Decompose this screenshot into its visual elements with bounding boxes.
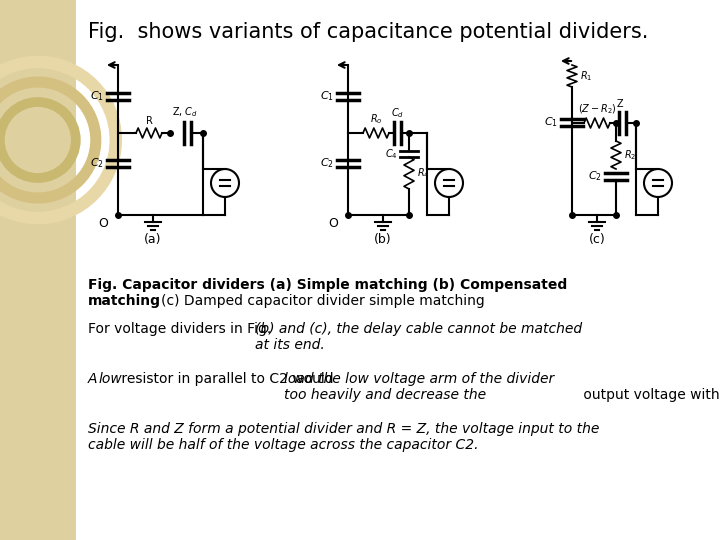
Text: A: A	[88, 372, 102, 386]
Text: $(Z-R_2)$: $(Z-R_2)$	[577, 103, 616, 116]
Text: O: O	[98, 217, 108, 230]
Text: (b) and (c), the delay cable cannot be matched
at its end.: (b) and (c), the delay cable cannot be m…	[255, 322, 582, 352]
Bar	[76, 0, 720, 540]
Text: matching: matching	[88, 294, 161, 308]
Text: $C_2$: $C_2$	[588, 170, 602, 184]
Text: $C_2$: $C_2$	[320, 157, 334, 171]
Text: R: R	[145, 116, 153, 126]
Text: $C_2$: $C_2$	[90, 157, 104, 171]
Text: $C_1$: $C_1$	[90, 90, 104, 103]
Text: $C_d$: $C_d$	[391, 106, 404, 120]
Text: $R_1$: $R_1$	[580, 69, 593, 83]
Text: (b): (b)	[374, 233, 392, 246]
Text: (c) Damped capacitor divider simple matching: (c) Damped capacitor divider simple matc…	[161, 294, 485, 308]
Bar	[0, 0, 76, 540]
Text: (c): (c)	[589, 233, 606, 246]
Text: $R_4$: $R_4$	[417, 166, 430, 180]
Text: load the low voltage arm of the divider
too heavily and decrease the: load the low voltage arm of the divider …	[284, 372, 554, 402]
Text: O: O	[328, 217, 338, 230]
Text: $C_1$: $C_1$	[544, 116, 558, 130]
Text: Fig.  shows variants of capacitance potential dividers.: Fig. shows variants of capacitance poten…	[88, 22, 648, 42]
Text: $R_o$: $R_o$	[369, 112, 382, 126]
Text: $R_2$: $R_2$	[624, 148, 636, 162]
Text: Z, $C_d$: Z, $C_d$	[172, 105, 198, 119]
Text: (a): (a)	[144, 233, 162, 246]
Text: Z: Z	[617, 99, 624, 109]
Text: low: low	[99, 372, 122, 386]
Text: output voltage with time.: output voltage with time.	[579, 388, 720, 402]
Text: For voltage dividers in Fig.: For voltage dividers in Fig.	[88, 322, 275, 336]
Text: Fig. Capacitor dividers (a) Simple matching (b) Compensated: Fig. Capacitor dividers (a) Simple match…	[88, 278, 567, 292]
Text: resistor in parallel to C2 would: resistor in parallel to C2 would	[117, 372, 338, 386]
Text: Since R and Z form a potential divider and R = Z, the voltage input to the
cable: Since R and Z form a potential divider a…	[88, 422, 599, 452]
Text: $C_1$: $C_1$	[320, 90, 334, 103]
Text: $C_4$: $C_4$	[385, 147, 398, 161]
